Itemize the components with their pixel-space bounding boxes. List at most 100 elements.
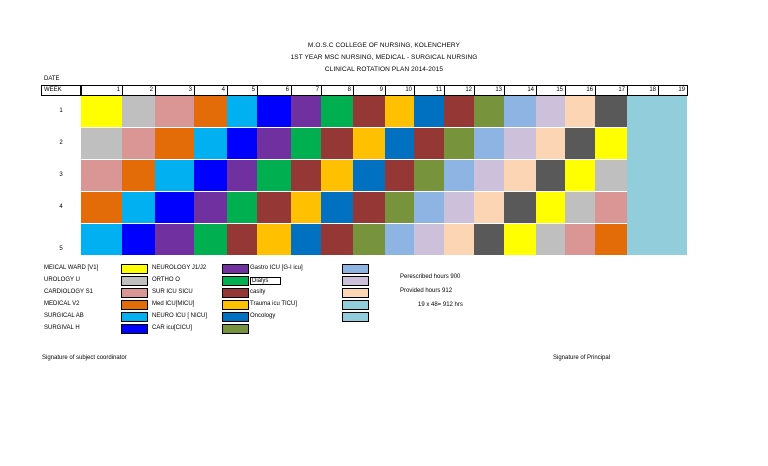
legend-label: UROLOGY U <box>44 277 80 283</box>
week-header-6: 6 <box>257 85 292 96</box>
week-header-13: 13 <box>474 85 505 96</box>
legend-swatch <box>222 312 249 322</box>
week-header-1: 1 <box>81 85 123 96</box>
rotation-cell <box>353 224 385 255</box>
course-title: 1ST YEAR MSC NURSING, MEDICAL - SURGICAL… <box>290 54 478 61</box>
rotation-cell <box>536 160 565 191</box>
rotation-cell <box>122 192 155 223</box>
week-header-7: 7 <box>291 85 322 96</box>
rotation-cell <box>565 192 595 223</box>
rotation-cell <box>81 128 122 159</box>
rotation-cell <box>504 128 536 159</box>
rotation-cell <box>291 128 321 159</box>
date-label: DATE <box>44 76 60 82</box>
rotation-cell <box>194 128 227 159</box>
group-label-4: 4 <box>59 204 63 210</box>
week-header-19: 19 <box>658 85 688 96</box>
rotation-cell <box>565 160 595 191</box>
legend-swatch <box>342 276 369 286</box>
week-header-18: 18 <box>627 85 659 96</box>
rotation-cell <box>536 96 565 127</box>
rotation-cell <box>474 192 504 223</box>
rotation-cell <box>385 192 414 223</box>
coordinator-signature: Signature of subject coordinator <box>42 355 127 361</box>
legend-label: Trauma icu TICU] <box>250 301 298 307</box>
rotation-cell <box>155 128 194 159</box>
rotation-cell <box>385 96 414 127</box>
rotation-cell <box>474 96 504 127</box>
week-header-9: 9 <box>353 85 386 96</box>
legend-label: Med ICU[MICU] <box>152 301 195 307</box>
rotation-cell <box>81 192 122 223</box>
rotation-cell <box>474 128 504 159</box>
week-header-11: 11 <box>414 85 445 96</box>
rotation-cell <box>155 192 194 223</box>
rotation-cell <box>444 224 474 255</box>
week-header-4: 4 <box>194 85 228 96</box>
rotation-cell <box>194 160 227 191</box>
legend-swatch <box>121 312 148 322</box>
rotation-cell <box>414 96 444 127</box>
rotation-cell <box>321 224 353 255</box>
rotation-cell <box>122 160 155 191</box>
rotation-cell <box>291 224 321 255</box>
legend-label: MEICAL WARD [V1] <box>44 265 99 271</box>
legend-label: casity <box>250 289 266 295</box>
legend-swatch <box>342 264 369 274</box>
legend-swatch <box>121 288 148 298</box>
rotation-cell <box>595 96 627 127</box>
hours-calculation: 19 x 48= 912 hrs <box>418 302 463 308</box>
legend-label: Dialys <box>250 277 282 285</box>
rotation-cell <box>414 160 444 191</box>
rotation-cell <box>321 128 353 159</box>
group-label-3: 3 <box>59 172 63 178</box>
rotation-cell <box>257 192 291 223</box>
legend-swatch <box>222 300 249 310</box>
rotation-cell <box>353 128 385 159</box>
prescribed-hours: Perescribed hours 900 <box>400 274 461 280</box>
group-label-5: 5 <box>59 246 63 252</box>
rotation-cell <box>565 224 595 255</box>
rotation-cell <box>353 96 385 127</box>
rotation-cell <box>595 128 627 159</box>
rotation-cell <box>353 160 385 191</box>
rotation-cell <box>595 192 627 223</box>
rotation-cell <box>536 192 565 223</box>
rotation-cell <box>194 96 227 127</box>
legend-swatch <box>121 276 148 286</box>
legend-swatch <box>121 300 148 310</box>
week-header-14: 14 <box>504 85 537 96</box>
legend-label: SURGIVAL H <box>44 325 80 331</box>
week-header-15: 15 <box>536 85 566 96</box>
legend-label: MEDICAL V2 <box>44 301 80 307</box>
rotation-cell <box>474 160 504 191</box>
reserved-weeks-block <box>627 96 687 255</box>
plan-title: CLINICAL ROTATION PLAN 2014-2015 <box>324 66 444 73</box>
rotation-cell <box>81 96 122 127</box>
legend-swatch <box>121 324 148 334</box>
legend-swatch <box>222 324 249 334</box>
rotation-cell <box>504 192 536 223</box>
rotation-cell <box>81 160 122 191</box>
legend-swatch <box>121 264 148 274</box>
rotation-cell <box>81 224 122 255</box>
legend-swatch <box>222 276 249 286</box>
rotation-cell <box>291 192 321 223</box>
rotation-cell <box>504 224 536 255</box>
legend-label: CAR icu[CICU] <box>152 325 193 331</box>
legend-label: SURGICAL AB <box>44 313 84 319</box>
legend-label: ORTHO O <box>152 277 180 283</box>
legend-label: Gastro ICU [G-I icu] <box>250 265 303 271</box>
rotation-cell <box>385 128 414 159</box>
rotation-cell <box>291 160 321 191</box>
legend-swatch <box>342 312 369 322</box>
legend-swatch <box>342 288 369 298</box>
rotation-cell <box>257 160 291 191</box>
rotation-cell <box>227 192 257 223</box>
rotation-cell <box>414 224 444 255</box>
rotation-cell <box>321 96 353 127</box>
rotation-cell <box>227 96 257 127</box>
group-label-1: 1 <box>59 108 63 114</box>
rotation-cell <box>321 160 353 191</box>
legend-label: NEURO ICU [ NICU] <box>152 313 208 319</box>
